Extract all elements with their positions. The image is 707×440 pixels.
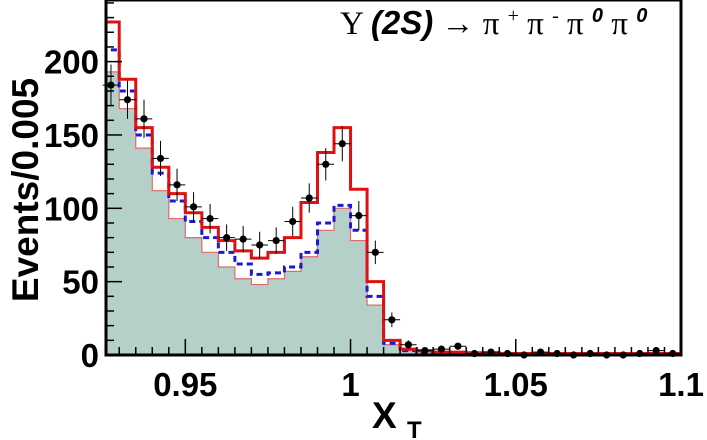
data-point bbox=[201, 203, 219, 234]
title-pi-3: π bbox=[567, 6, 584, 42]
data-point bbox=[168, 168, 186, 201]
data-point-marker bbox=[256, 241, 264, 249]
histogram-fill bbox=[106, 71, 681, 356]
data-point bbox=[234, 225, 252, 253]
data-point bbox=[449, 342, 467, 350]
data-point bbox=[267, 227, 285, 254]
data-point-marker bbox=[437, 345, 446, 353]
plot-title: Υ (2S) → π + π - π 0 π 0 bbox=[340, 0, 647, 42]
y-tick-label: 200 bbox=[44, 44, 99, 81]
title-arrow: → π bbox=[441, 6, 499, 42]
data-point-marker bbox=[454, 342, 462, 350]
data-point-marker bbox=[272, 236, 280, 245]
data-point bbox=[350, 200, 368, 231]
x-axis-title: X T bbox=[372, 395, 422, 440]
y-axis-title: Events/0.005 bbox=[5, 78, 46, 302]
data-point-marker bbox=[140, 115, 148, 123]
data-point-marker bbox=[421, 346, 429, 355]
data-point-marker bbox=[305, 194, 313, 202]
data-point bbox=[251, 231, 268, 259]
title-pi-4: π bbox=[611, 6, 628, 42]
data-point-marker bbox=[371, 248, 379, 256]
data-point bbox=[317, 148, 335, 181]
data-point-marker bbox=[289, 217, 297, 226]
x-tick-label: 0.95 bbox=[153, 366, 217, 403]
data-point bbox=[119, 80, 136, 119]
data-point-marker bbox=[239, 235, 247, 243]
data-point-marker bbox=[206, 214, 214, 223]
data-point bbox=[367, 240, 384, 265]
data-point bbox=[383, 312, 401, 328]
data-point-marker bbox=[156, 154, 165, 163]
data-point-marker bbox=[355, 212, 363, 220]
data-point-marker bbox=[223, 234, 231, 242]
data-point bbox=[284, 206, 301, 237]
data-point-marker bbox=[173, 181, 181, 189]
data-point bbox=[218, 224, 235, 251]
data-point bbox=[300, 183, 318, 213]
title-plus: + bbox=[508, 5, 519, 27]
ticks-layer: 0.95 1 1.05 1.1 0 50 100 150 200 bbox=[44, 2, 704, 403]
data-point bbox=[647, 346, 665, 355]
data-point bbox=[135, 99, 153, 138]
title-minus: - bbox=[552, 5, 559, 27]
y-tick-label: 50 bbox=[62, 264, 99, 301]
data-point-marker bbox=[404, 341, 412, 349]
x-axis-title-main: X bbox=[372, 395, 397, 436]
x-tick-label: 1.05 bbox=[484, 366, 548, 403]
title-zero-1: 0 bbox=[592, 5, 603, 27]
data-point-marker bbox=[107, 81, 115, 89]
data-point-marker bbox=[189, 203, 198, 211]
x-axis-title-subscript: T bbox=[407, 417, 422, 440]
data-point-marker bbox=[123, 96, 132, 104]
title-zero-2: 0 bbox=[636, 5, 647, 27]
data-point bbox=[185, 192, 202, 222]
data-point bbox=[416, 346, 434, 355]
y-tick-label: 0 bbox=[81, 337, 99, 374]
x-tick-label: 1 bbox=[341, 366, 359, 403]
data-point bbox=[433, 345, 450, 353]
plot-frame bbox=[104, 0, 683, 357]
title-upsilon: Υ bbox=[340, 6, 363, 42]
data-point-marker bbox=[338, 140, 346, 148]
x-tick-label: 1.1 bbox=[658, 366, 704, 403]
title-pi-2: π bbox=[527, 6, 544, 42]
data-point bbox=[334, 126, 351, 162]
histogram-dashed-line bbox=[104, 48, 683, 356]
data-point-marker bbox=[388, 316, 396, 324]
title-state: (2S) bbox=[371, 4, 433, 41]
data-point-marker bbox=[652, 346, 660, 355]
data-point-marker bbox=[322, 160, 330, 168]
data-point bbox=[400, 340, 417, 350]
data-point bbox=[152, 140, 169, 177]
y-tick-label: 100 bbox=[44, 190, 99, 227]
y-tick-label: 150 bbox=[44, 117, 99, 154]
